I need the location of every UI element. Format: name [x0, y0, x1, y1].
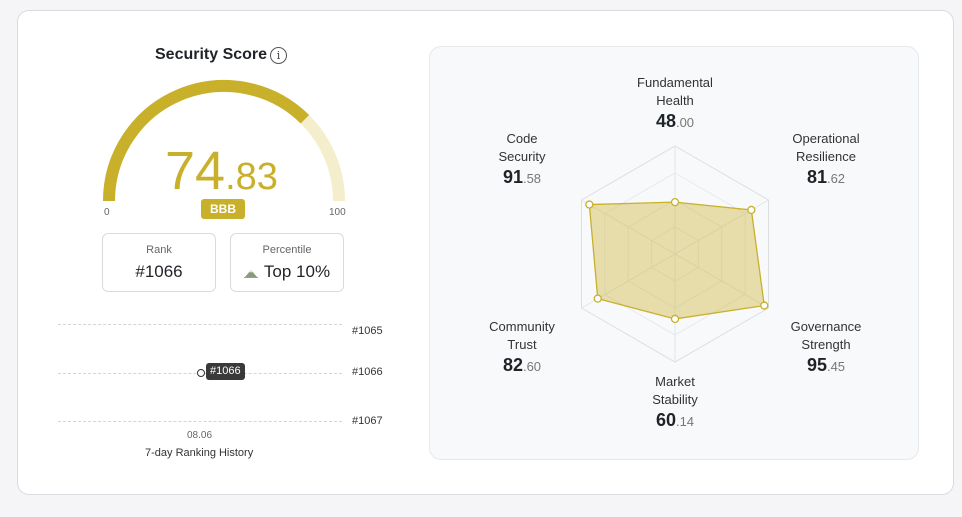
radar-value-integer: 95 — [806, 355, 827, 375]
radar-chart — [580, 145, 770, 363]
radar-point[interactable] — [593, 294, 602, 303]
radar-value-integer: 91 — [502, 167, 523, 187]
score-value: 74.83 — [165, 140, 278, 202]
radar-axis-line — [674, 253, 769, 309]
radar-axis-name: Market — [655, 374, 695, 389]
history-date: 08.06 — [187, 430, 213, 441]
history-rank-label: #1065 — [352, 325, 383, 337]
radar-axis-label: Market Stability 60.14 — [615, 373, 735, 431]
history-point-tooltip: #1066 — [206, 363, 245, 380]
radar-value-decimal: .58 — [522, 171, 542, 186]
radar-point[interactable] — [747, 205, 756, 215]
radar-axis-label: Operational Resilience 81.62 — [766, 130, 886, 188]
percentile-value-row: Top 10% — [231, 262, 343, 282]
history-gridline — [58, 421, 342, 422]
radar-axis-value: 82.60 — [462, 356, 582, 376]
radar-value-decimal: .60 — [522, 359, 542, 374]
score-gauge — [103, 80, 345, 202]
radar-axis-name: Health — [656, 93, 694, 108]
radar-axis-name: Strength — [801, 337, 851, 352]
radar-axis-name: Resilience — [796, 149, 856, 164]
radar-axis-name: Community — [489, 319, 555, 334]
mountain-icon — [243, 269, 258, 278]
radar-value-decimal: .14 — [675, 414, 695, 429]
history-gridline — [58, 324, 342, 325]
rank-label: Rank — [146, 244, 172, 256]
radar-value-decimal: .00 — [675, 115, 695, 130]
radar-point[interactable] — [585, 200, 594, 209]
score-decimal: .83 — [225, 156, 278, 198]
radar-point[interactable] — [670, 198, 680, 207]
radar-axis-value: 48.00 — [615, 112, 735, 132]
radar-axis-label: Fundamental Health 48.00 — [615, 74, 735, 132]
radar-axis-name: Trust — [507, 337, 537, 352]
rank-box: Rank #1066 — [102, 233, 216, 292]
percentile-value: Top 10% — [263, 262, 331, 281]
radar-point[interactable] — [670, 314, 680, 324]
radar-axis-line — [581, 199, 676, 255]
radar-axis-label: Governance Strength 95.45 — [766, 318, 886, 376]
radar-value-integer: 60 — [655, 410, 676, 430]
radar-axis-value: 91.58 — [462, 168, 582, 188]
gauge-min-label: 0 — [104, 207, 110, 218]
radar-panel: Fundamental Health 48.00 Operational Resilie… — [429, 46, 919, 460]
history-rank-label: #1067 — [352, 415, 383, 427]
radar-value-decimal: .62 — [826, 171, 846, 186]
radar-axis-value: 95.45 — [766, 356, 886, 376]
card-title: Security Score — [155, 46, 268, 63]
radar-axis-value: 60.14 — [615, 411, 735, 431]
percentile-box: Percentile Top 10% — [230, 233, 344, 292]
radar-axis-name: Stability — [652, 392, 698, 407]
radar-axis-name: Fundamental — [637, 75, 713, 90]
radar-value-integer: 82 — [502, 355, 523, 375]
rating-badge: BBB — [201, 199, 245, 219]
gauge-max-label: 100 — [329, 207, 346, 218]
score-integer: 74 — [165, 141, 226, 201]
info-icon[interactable]: i — [270, 47, 287, 64]
radar-axis-label: Code Security 91.58 — [462, 130, 582, 188]
radar-area — [588, 201, 766, 320]
percentile-label: Percentile — [262, 244, 312, 256]
history-caption: 7-day Ranking History — [145, 447, 254, 459]
radar-axis-label: Community Trust 82.60 — [462, 318, 582, 376]
history-rank-label: #1066 — [352, 366, 383, 378]
radar-axis-name: Code — [506, 131, 538, 146]
radar-axis-name: Governance — [790, 319, 862, 334]
radar-value-integer: 81 — [806, 167, 827, 187]
rank-value: #1066 — [135, 262, 183, 281]
radar-axis-name: Operational — [792, 131, 860, 146]
gauge-fill — [103, 80, 310, 202]
radar-value-integer: 48 — [655, 111, 676, 131]
history-point[interactable] — [197, 369, 205, 377]
radar-axis-name: Security — [498, 149, 546, 164]
radar-point[interactable] — [760, 301, 769, 310]
radar-axis-value: 81.62 — [766, 168, 886, 188]
radar-value-decimal: .45 — [826, 359, 846, 374]
